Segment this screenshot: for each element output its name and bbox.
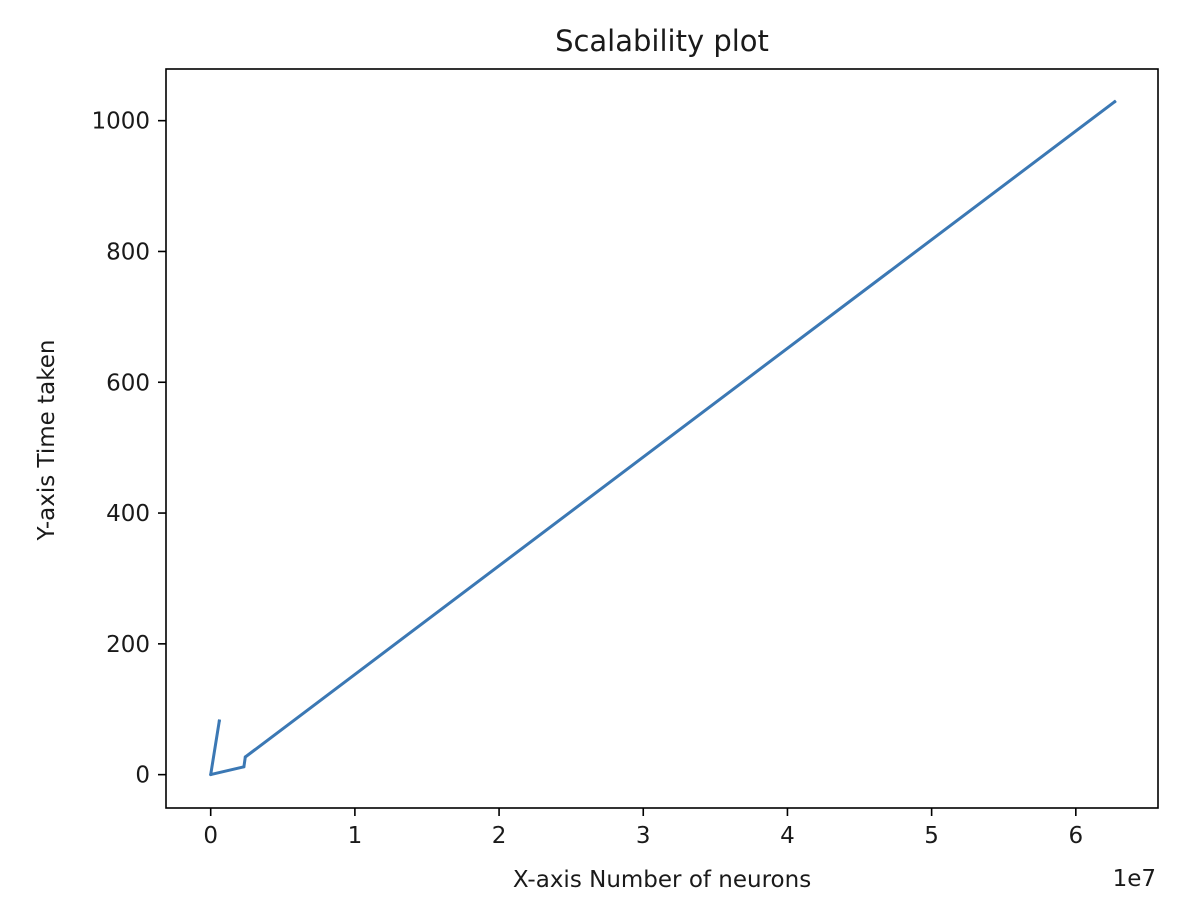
x-tick-label: 2 <box>492 823 507 849</box>
x-tick-label: 0 <box>203 823 218 849</box>
y-tick-label: 200 <box>106 632 150 658</box>
y-tick-label: 0 <box>135 763 150 789</box>
x-tick-label: 3 <box>636 823 651 849</box>
x-tick-label: 6 <box>1068 823 1083 849</box>
x-axis-label: X-axis Number of neurons <box>513 867 811 893</box>
data-point <box>217 719 221 723</box>
y-tick-label: 800 <box>106 239 150 265</box>
series-line <box>209 99 1117 777</box>
y-tick-label: 400 <box>106 501 150 527</box>
plot-frame <box>165 68 1159 809</box>
x-tick-label: 4 <box>780 823 795 849</box>
y-tick-label: 1000 <box>91 109 150 135</box>
x-axis-ticks: 0 1 2 3 4 5 6 <box>203 808 1083 849</box>
y-axis-label: Y-axis Time taken <box>34 340 60 542</box>
data-point <box>209 773 213 777</box>
y-axis-ticks: 0 200 400 600 800 1000 <box>91 109 166 789</box>
x-axis-offset-label: 1e7 <box>1113 866 1156 892</box>
x-tick-label: 5 <box>924 823 939 849</box>
y-tick-label: 600 <box>106 370 150 396</box>
data-point <box>1113 100 1117 104</box>
x-tick-label: 1 <box>348 823 363 849</box>
data-point <box>243 755 247 759</box>
series-layer <box>209 99 1117 777</box>
data-point <box>242 765 246 769</box>
chart-title: Scalability plot <box>555 24 769 58</box>
